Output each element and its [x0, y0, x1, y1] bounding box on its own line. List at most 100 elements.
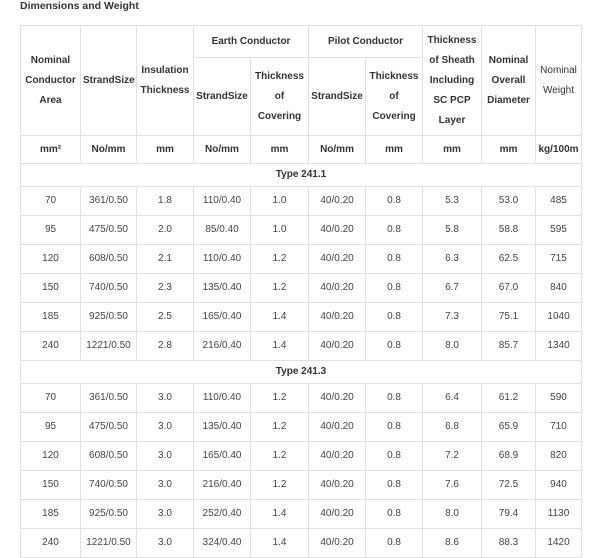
header-weight: Nominal Weight [536, 26, 582, 136]
table-cell: 40/0.20 [309, 303, 366, 332]
table-cell: 120 [21, 245, 81, 274]
table-row: 150740/0.502.3135/0.401.240/0.200.86.767… [21, 274, 582, 303]
table-cell: 0.8 [366, 529, 423, 558]
table-cell: 740/0.50 [81, 471, 137, 500]
table-cell: 0.8 [366, 187, 423, 216]
table-cell: 6.8 [423, 413, 482, 442]
table-cell: 0.8 [366, 245, 423, 274]
table-cell: 2.5 [137, 303, 194, 332]
table-cell: 88.3 [482, 529, 536, 558]
header-pilot-covering: Thickness of Covering [366, 58, 423, 136]
header-earth-strand: StrandSize [194, 58, 251, 136]
header-nominal-area: Nominal Conductor Area [21, 26, 81, 136]
table-cell: 1.2 [251, 245, 309, 274]
table-cell: 0.8 [366, 500, 423, 529]
unit-cell: mm [137, 136, 194, 164]
table-cell: 53.0 [482, 187, 536, 216]
header-insulation: Insulation Thickness [137, 26, 194, 136]
table-cell: 2.0 [137, 216, 194, 245]
table-cell: 70 [21, 187, 81, 216]
table-cell: 0.8 [366, 303, 423, 332]
table-cell: 40/0.20 [309, 471, 366, 500]
table-cell: 8.0 [423, 332, 482, 361]
table-cell: 40/0.20 [309, 216, 366, 245]
table-cell: 1040 [536, 303, 582, 332]
table-cell: 7.2 [423, 442, 482, 471]
table-row: 2401221/0.502.8216/0.401.440/0.200.88.08… [21, 332, 582, 361]
table-cell: 75.1 [482, 303, 536, 332]
table-cell: 710 [536, 413, 582, 442]
table-cell: 1.2 [251, 274, 309, 303]
table-cell: 1221/0.50 [81, 332, 137, 361]
unit-cell: No/mm [194, 136, 251, 164]
units-row: mm²No/mmmmNo/mmmmNo/mmmmmmmmkg/100m [21, 136, 582, 164]
unit-cell: mm [366, 136, 423, 164]
table-cell: 1.4 [251, 332, 309, 361]
table-cell: 3.0 [137, 384, 194, 413]
table-cell: 0.8 [366, 274, 423, 303]
table-cell: 1.4 [251, 500, 309, 529]
table-cell: 40/0.20 [309, 529, 366, 558]
unit-cell: mm [423, 136, 482, 164]
type-row: Type 241.3 [21, 361, 582, 384]
unit-cell: mm [251, 136, 309, 164]
table-cell: 185 [21, 500, 81, 529]
header-pilot-strand: StrandSize [309, 58, 366, 136]
table-cell: 165/0.40 [194, 303, 251, 332]
table-cell: 135/0.40 [194, 413, 251, 442]
unit-cell: No/mm [81, 136, 137, 164]
table-cell: 85/0.40 [194, 216, 251, 245]
table-cell: 7.6 [423, 471, 482, 500]
table-cell: 840 [536, 274, 582, 303]
table-cell: 150 [21, 471, 81, 500]
header-earth-covering: Thickness of Covering [251, 58, 309, 136]
table-cell: 0.8 [366, 216, 423, 245]
unit-cell: No/mm [309, 136, 366, 164]
table-cell: 110/0.40 [194, 187, 251, 216]
table-row: 185925/0.503.0252/0.401.440/0.200.88.079… [21, 500, 582, 529]
table-cell: 5.3 [423, 187, 482, 216]
table-cell: 165/0.40 [194, 442, 251, 471]
table-cell: 361/0.50 [81, 187, 137, 216]
table-cell: 40/0.20 [309, 245, 366, 274]
table-cell: 0.8 [366, 471, 423, 500]
table-cell: 595 [536, 216, 582, 245]
type-row: Type 241.1 [21, 164, 582, 187]
table-cell: 5.8 [423, 216, 482, 245]
table-cell: 3.0 [137, 413, 194, 442]
table-cell: 110/0.40 [194, 384, 251, 413]
table-cell: 216/0.40 [194, 332, 251, 361]
table-cell: 58.8 [482, 216, 536, 245]
table-cell: 940 [536, 471, 582, 500]
table-cell: 2.1 [137, 245, 194, 274]
table-row: 150740/0.503.0216/0.401.240/0.200.87.672… [21, 471, 582, 500]
table-row: 120608/0.503.0165/0.401.240/0.200.87.268… [21, 442, 582, 471]
table-cell: 820 [536, 442, 582, 471]
table-cell: 240 [21, 332, 81, 361]
table-cell: 240 [21, 529, 81, 558]
table-cell: 150 [21, 274, 81, 303]
table-cell: 6.4 [423, 384, 482, 413]
dimensions-table: Nominal Conductor Area StrandSize Insula… [20, 25, 582, 558]
table-cell: 608/0.50 [81, 245, 137, 274]
table-cell: 79.4 [482, 500, 536, 529]
table-cell: 70 [21, 384, 81, 413]
table-row: 185925/0.502.5165/0.401.440/0.200.87.375… [21, 303, 582, 332]
table-cell: 40/0.20 [309, 500, 366, 529]
table-cell: 135/0.40 [194, 274, 251, 303]
table-cell: 40/0.20 [309, 274, 366, 303]
table-cell: 95 [21, 216, 81, 245]
table-cell: 40/0.20 [309, 332, 366, 361]
table-cell: 0.8 [366, 384, 423, 413]
table-cell: 0.8 [366, 332, 423, 361]
table-cell: 1130 [536, 500, 582, 529]
table-cell: 62.5 [482, 245, 536, 274]
type-label: Type 241.1 [21, 164, 582, 187]
unit-cell: mm [482, 136, 536, 164]
table-cell: 740/0.50 [81, 274, 137, 303]
header-strand-size: StrandSize [81, 26, 137, 136]
table-cell: 1221/0.50 [81, 529, 137, 558]
table-cell: 72.5 [482, 471, 536, 500]
table-cell: 361/0.50 [81, 384, 137, 413]
table-cell: 3.0 [137, 500, 194, 529]
